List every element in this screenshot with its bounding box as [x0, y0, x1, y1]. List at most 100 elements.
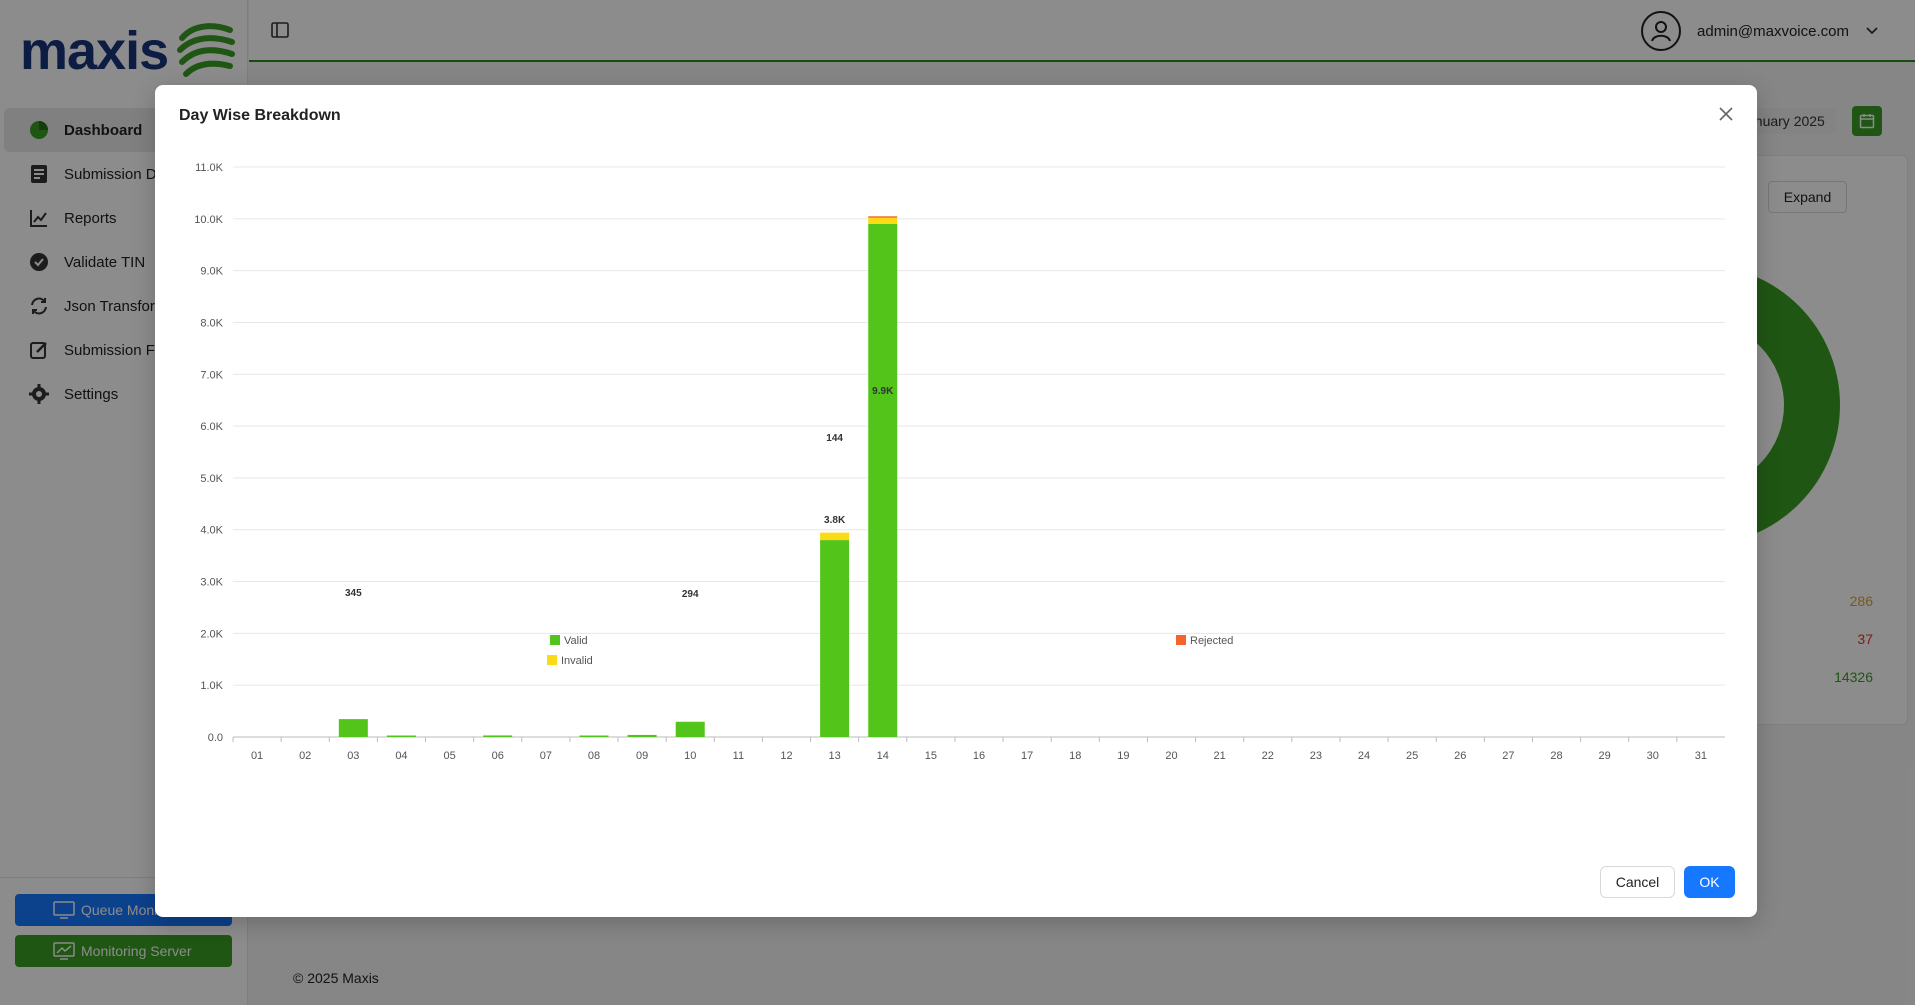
x-tick-label: 03 — [347, 750, 359, 762]
sidebar-item-label: Settings — [64, 385, 119, 403]
day-wise-chart: 0.0 1.0K 2.0K 3.0K 4.0K 5.0K 6.0K 7.0K 8.0K 9.0K 1… — [155, 145, 1757, 850]
monitor-chart-icon — [53, 942, 75, 960]
bar-valid — [627, 734, 657, 737]
y-tick-label: 2.0K — [200, 628, 223, 640]
data-label: 345 — [345, 588, 362, 599]
chevron-down-icon — [1866, 27, 1878, 35]
sidebar-item-submission-from[interactable]: Submission From — [4, 328, 244, 372]
calendar-button[interactable] — [1852, 106, 1882, 136]
close-icon — [1719, 107, 1733, 121]
monitoring-server-label: Monitoring Server — [81, 943, 192, 959]
x-tick-label: 14 — [877, 750, 889, 762]
sidebar-item-json-transformer[interactable]: Json Transformer — [4, 284, 244, 328]
top-header: admin@maxvoice.com — [249, 0, 1915, 62]
y-tick-label: 4.0K — [200, 525, 223, 537]
y-tick-label: 5.0K — [200, 473, 223, 485]
x-tick-label: 26 — [1454, 750, 1466, 762]
invalid-count: 286 — [1849, 593, 1873, 609]
maxis-wave-icon — [177, 23, 236, 77]
x-tick-label: 29 — [1599, 750, 1611, 762]
x-tick-label: 21 — [1214, 750, 1226, 762]
footer-copyright: © 2025 Maxis — [293, 970, 379, 986]
valid-count: 14326 — [1834, 669, 1873, 685]
bar-invalid — [820, 532, 850, 541]
x-tick-label: 18 — [1069, 750, 1081, 762]
data-label: 144 — [826, 433, 843, 444]
x-tick-label: 11 — [733, 750, 744, 762]
x-tick-label: 12 — [780, 750, 792, 762]
x-tick-label: 17 — [1021, 750, 1033, 762]
x-tick-label: 19 — [1117, 750, 1129, 762]
y-tick-label: 6.0K — [200, 421, 223, 433]
day-wise-bar-chart: 0.0 1.0K 2.0K 3.0K 4.0K 5.0K 6.0K 7.0K 8.0K 9.0K 1… — [194, 162, 1725, 762]
x-tick-label: 16 — [973, 750, 985, 762]
bar-valid — [483, 735, 513, 737]
y-tick-label: 10.0K — [194, 214, 223, 226]
edit-form-icon — [28, 339, 50, 361]
maxis-logo[interactable]: maxis — [20, 20, 236, 82]
bar-valid — [338, 719, 368, 737]
bar-valid — [675, 721, 705, 737]
sidebar-item-label: Submission From — [64, 341, 181, 359]
x-tick-label: 10 — [684, 750, 696, 762]
x-tick-label: 06 — [492, 750, 504, 762]
sidebar-item-reports[interactable]: Reports — [4, 196, 244, 240]
y-tick-label: 8.0K — [200, 317, 223, 329]
ok-button[interactable]: OK — [1684, 866, 1735, 898]
verified-badge-icon — [28, 251, 50, 273]
monitor-icon — [53, 901, 75, 919]
sidebar-item-label: Reports — [64, 209, 117, 227]
legend-swatch-invalid — [547, 655, 557, 665]
logo-text: maxis — [20, 21, 169, 81]
user-menu[interactable]: admin@maxvoice.com — [1641, 11, 1879, 51]
x-tick-label: 31 — [1695, 750, 1707, 762]
y-tick-label: 0.0 — [208, 732, 223, 744]
gear-icon — [28, 383, 50, 405]
sidebar-divider — [0, 877, 248, 878]
close-button[interactable] — [1715, 103, 1737, 125]
x-tick-label: 01 — [251, 750, 263, 762]
sidebar-item-label: Dashboard — [64, 121, 143, 139]
legend-label-rejected: Rejected — [1190, 635, 1233, 647]
cancel-button[interactable]: Cancel — [1600, 866, 1675, 898]
sidebar-item-label: Json Transformer — [64, 297, 181, 315]
bar-chart-icon — [28, 207, 50, 229]
bar-rejected — [868, 216, 898, 218]
x-tick-label: 09 — [636, 750, 648, 762]
y-tick-label: 7.0K — [200, 369, 223, 381]
x-tick-label: 27 — [1502, 750, 1514, 762]
x-tick-label: 28 — [1550, 750, 1562, 762]
sidebar-item-validate-tin[interactable]: Validate TIN — [4, 240, 244, 284]
sidebar-item-label: Validate TIN — [64, 253, 146, 271]
legend-label-valid: Valid — [564, 635, 588, 647]
sidebar-item-settings[interactable]: Settings — [4, 372, 244, 416]
x-tick-label: 08 — [588, 750, 600, 762]
y-tick-label: 3.0K — [200, 577, 223, 589]
legend-label-invalid: Invalid — [561, 655, 593, 667]
x-tick-label: 15 — [925, 750, 937, 762]
bar-valid — [820, 540, 850, 737]
x-tick-label: 30 — [1647, 750, 1659, 762]
legend-swatch-valid — [550, 635, 560, 645]
y-tick-label: 1.0K — [200, 680, 223, 692]
data-label: 294 — [682, 589, 699, 600]
data-label: 9.9K — [872, 386, 894, 397]
x-tick-label: 25 — [1406, 750, 1418, 762]
monitoring-server-button[interactable]: Monitoring Server — [15, 935, 232, 967]
user-email: admin@maxvoice.com — [1697, 22, 1849, 40]
bar-valid — [579, 735, 609, 737]
document-list-icon — [28, 163, 50, 185]
legend-swatch-rejected — [1176, 635, 1186, 645]
sidebar-toggle-icon[interactable] — [271, 22, 289, 38]
rejected-count: 37 — [1857, 631, 1873, 647]
calendar-icon — [1859, 114, 1875, 129]
bar-valid — [868, 224, 898, 737]
y-tick-label: 11.0K — [195, 162, 224, 174]
modal-title: Day Wise Breakdown — [179, 107, 341, 124]
data-label: 3.8K — [824, 515, 846, 526]
day-wise-breakdown-modal: Day Wise Breakdown 0.0 1.0K 2.0K 3.0K 4.0K 5.… — [155, 85, 1757, 917]
x-tick-label: 04 — [395, 750, 407, 762]
bar-invalid — [868, 217, 898, 224]
x-tick-label: 07 — [540, 750, 552, 762]
expand-button[interactable]: Expand — [1768, 181, 1847, 213]
